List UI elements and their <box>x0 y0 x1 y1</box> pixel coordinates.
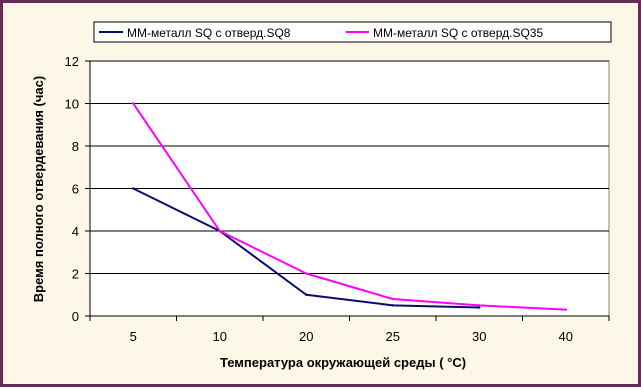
data-point-s2-4 <box>478 304 481 307</box>
data-point-s2-0 <box>132 102 135 105</box>
y-tick-label-6: 12 <box>65 54 79 69</box>
series-lines <box>132 102 567 311</box>
y-tick-label-5: 10 <box>65 97 79 112</box>
y-tick-label-2: 4 <box>72 224 79 239</box>
legend: ММ-металл SQ с отверд.SQ8 ММ-металл SQ с… <box>93 21 612 43</box>
data-point-s1-4 <box>478 306 481 309</box>
gridlines <box>90 60 609 274</box>
series-line-2 <box>132 102 566 311</box>
x-tick-label-2: 20 <box>299 329 313 344</box>
x-axis-label: Температура окружающей среды ( °C) <box>220 355 466 370</box>
y-axis-label: Время полного отвердевания (час) <box>31 76 46 302</box>
x-tick-label-0: 5 <box>130 329 137 344</box>
y-tick-label-1: 2 <box>72 267 79 282</box>
x-tick-label-3: 25 <box>386 329 400 344</box>
data-point-s2-2 <box>305 272 308 275</box>
data-point-s1-2 <box>305 293 308 296</box>
legend-label-series-2: ММ-металл SQ с отверд.SQ35 <box>373 26 543 40</box>
data-point-s2-3 <box>391 297 394 301</box>
data-point-s2-1 <box>218 229 221 233</box>
axes: 0 2 4 6 8 10 12 5 10 20 25 30 40 <box>65 54 610 344</box>
data-point-s1-3 <box>391 304 394 307</box>
cure-time-chart: 0 2 4 6 8 10 12 5 10 20 25 30 40 Время полного отвер… <box>31 21 612 370</box>
data-point-s2-5 <box>564 308 567 311</box>
x-tick-label-4: 30 <box>472 329 486 344</box>
y-tick-label-4: 8 <box>72 139 79 154</box>
x-tick-label-1: 10 <box>213 329 227 344</box>
x-tick-label-5: 40 <box>559 329 573 344</box>
legend-label-series-1: ММ-металл SQ с отверд.SQ8 <box>127 26 291 40</box>
y-tick-label-3: 6 <box>72 182 79 197</box>
data-point-s1-0 <box>132 187 135 190</box>
y-tick-label-0: 0 <box>72 309 79 324</box>
